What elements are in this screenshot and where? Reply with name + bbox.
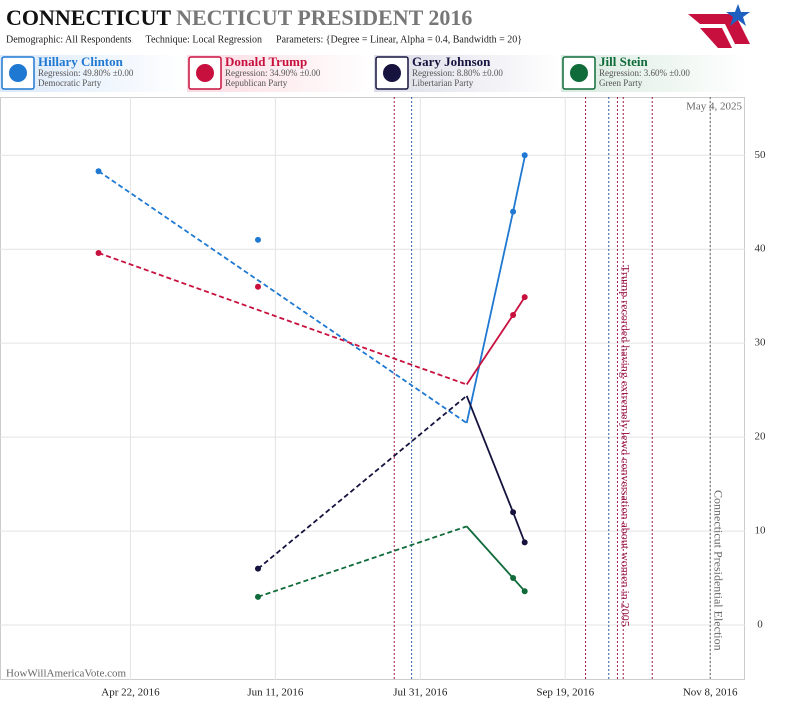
projection-line xyxy=(98,170,468,424)
y-tick-label: 20 xyxy=(755,431,767,443)
annotation: Connecticut Presidential Election xyxy=(711,490,725,651)
subtitle-item: Demographic: All Respondents xyxy=(6,34,132,45)
chart-title: CONNECTICUT NECTICUT PRESIDENT 2016 xyxy=(6,5,472,30)
legend-regression: Regression: 49.80% ±0.00 xyxy=(38,68,134,78)
regression-line xyxy=(465,156,526,424)
legend-party: Democratic Party xyxy=(38,78,102,88)
subtitle: Demographic: All Respondents Technique: L… xyxy=(6,34,522,45)
y-tick-label: 10 xyxy=(755,525,767,537)
title-rest: NECTICUT PRESIDENT 2016 xyxy=(176,5,472,30)
y-tick-label: 40 xyxy=(755,243,767,255)
x-tick-label: Sep 19, 2016 xyxy=(536,687,594,699)
y-tick-label: 50 xyxy=(755,149,767,161)
source: HowWillAmericaVote.com xyxy=(6,668,126,680)
legend-icon-symbol xyxy=(196,64,214,82)
legend-icon-symbol xyxy=(570,64,588,82)
legend-icon-symbol xyxy=(9,64,27,82)
data-point xyxy=(254,236,261,243)
legend-name: Jill Stein xyxy=(599,54,649,69)
x-tick-label: Nov 8, 2016 xyxy=(683,687,738,699)
data-point xyxy=(254,565,261,572)
data-point xyxy=(521,294,528,301)
data-point xyxy=(521,152,528,159)
logo xyxy=(688,4,750,48)
regression-line xyxy=(465,296,526,385)
legend-name: Gary Johnson xyxy=(412,54,491,69)
plot-frame xyxy=(0,97,745,680)
data-point xyxy=(254,593,261,600)
x-tick-label: Jun 11, 2016 xyxy=(247,687,304,699)
projection-line xyxy=(257,525,467,598)
legend-regression: Regression: 34.90% ±0.00 xyxy=(225,68,321,78)
subtitle-item: Technique: Local Regression xyxy=(146,34,262,45)
x-tick-label: Jul 31, 2016 xyxy=(393,687,448,699)
legend-regression: Regression: 3.60% ±0.00 xyxy=(599,68,690,78)
data-point xyxy=(510,311,517,318)
data-point xyxy=(95,249,102,256)
data-point xyxy=(510,208,517,215)
regression-line xyxy=(466,525,526,592)
y-tick-label: 30 xyxy=(755,337,767,349)
data-point xyxy=(95,168,102,175)
x-tick-label: Apr 22, 2016 xyxy=(101,687,160,699)
projection-line xyxy=(98,252,468,386)
data-point xyxy=(521,539,528,546)
projection-line xyxy=(257,395,468,570)
title-state: CONNECTICUT xyxy=(6,5,171,30)
data-point xyxy=(510,509,517,516)
data-point xyxy=(510,575,517,582)
data-point xyxy=(521,588,528,595)
date-stamp: May 4, 2025 xyxy=(686,101,742,113)
legend-icon-symbol xyxy=(383,64,401,82)
legend-name: Donald Trump xyxy=(225,54,307,69)
legend-party: Republican Party xyxy=(225,78,288,88)
plot: 0 10 20 30 40 50 Apr 22, 2016 Jun 11, 2016 Jul 3… xyxy=(0,97,766,699)
data-point xyxy=(254,283,261,290)
y-tick-label: 0 xyxy=(757,619,763,631)
legend-regression: Regression: 8.80% ±0.00 xyxy=(412,68,503,78)
regression-line xyxy=(465,395,526,543)
legend-party: Green Party xyxy=(599,78,643,88)
subtitle-item: Parameters: {Degree = Linear, Alpha = 0.… xyxy=(276,34,522,45)
annotation: Trump recorded having extremely lewd con… xyxy=(619,265,633,627)
legend-name: Hillary Clinton xyxy=(38,54,124,69)
legend-party: Libertarian Party xyxy=(412,78,474,88)
